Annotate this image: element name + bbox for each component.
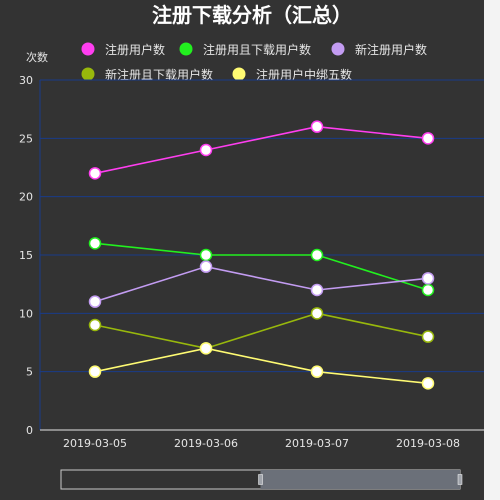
legend-label: 新注册且下载用户数 [105,67,213,82]
data-point[interactable] [421,377,435,390]
legend-item[interactable]: 新注册用户数 [331,42,428,57]
chart-title: 注册下载分析（汇总） [152,3,352,27]
y-axis-label: 次数 [26,50,48,64]
legend-marker [81,67,95,81]
data-point[interactable] [88,237,102,250]
legend-item[interactable]: 注册用户中绑五数 [232,67,353,82]
legend-label: 注册用户数 [105,42,165,57]
x-tick-label: 2019-03-06 [174,437,238,450]
x-tick-label: 2019-03-05 [63,437,127,450]
data-point[interactable] [199,248,213,262]
y-tick-label: 15 [19,249,33,262]
data-point[interactable] [88,365,102,378]
data-point[interactable] [88,167,102,180]
legend-item[interactable]: 注册用且下载用户数 [179,42,312,57]
y-tick-label: 5 [26,366,33,379]
data-point[interactable] [199,143,213,157]
y-tick-label: 25 [19,132,33,145]
legend-label: 注册用户中绑五数 [256,67,352,82]
series-line[interactable] [94,242,429,291]
data-point[interactable] [421,330,435,343]
data-point[interactable] [88,318,102,332]
y-tick-label: 0 [26,424,33,437]
y-axis-ticks: 0 5 10 15 20 25 30 [19,74,33,437]
data-point[interactable] [421,272,435,285]
data-point[interactable] [421,283,435,297]
y-tick-label: 20 [19,191,33,204]
legend-marker [179,42,193,56]
series-line[interactable] [94,125,429,175]
series-line[interactable] [94,265,429,303]
zoom-window[interactable] [260,470,461,489]
data-point[interactable] [310,248,324,262]
data-point[interactable] [421,132,435,145]
series-line[interactable] [94,347,429,385]
chart-background [0,0,484,500]
legend-item[interactable]: 注册用户数 [81,42,166,57]
legend-marker [81,42,95,56]
series-group[interactable] [88,120,435,180]
series-line[interactable] [94,312,429,350]
zoom-handle-right[interactable] [457,474,463,485]
x-tick-label: 2019-03-07 [285,437,349,450]
data-point[interactable] [310,120,324,133]
data-point[interactable] [199,260,213,273]
x-tick-label: 2019-03-08 [396,437,460,450]
series-group[interactable] [88,342,435,390]
zoom-handle-left[interactable] [258,474,263,485]
y-tick-label: 30 [19,74,33,87]
series-group[interactable] [88,260,435,308]
data-point[interactable] [88,295,102,308]
legend-label: 注册用且下载用户数 [203,42,311,57]
series-group[interactable] [88,237,435,297]
legend-item[interactable]: 新注册且下载用户数 [81,67,214,82]
data-point[interactable] [310,365,324,378]
data-point[interactable] [310,283,324,297]
y-tick-label: 10 [19,307,33,320]
legend-marker [232,67,246,81]
series-layer[interactable] [88,120,435,390]
data-zoom-slider[interactable] [60,469,463,490]
legend-label: 新注册用户数 [355,42,427,57]
x-axis-ticks: 2019-03-05 2019-03-06 2019-03-07 2019-03-08 [63,437,460,450]
legend-marker [331,42,345,56]
data-point[interactable] [310,307,324,320]
data-point[interactable] [199,342,213,355]
